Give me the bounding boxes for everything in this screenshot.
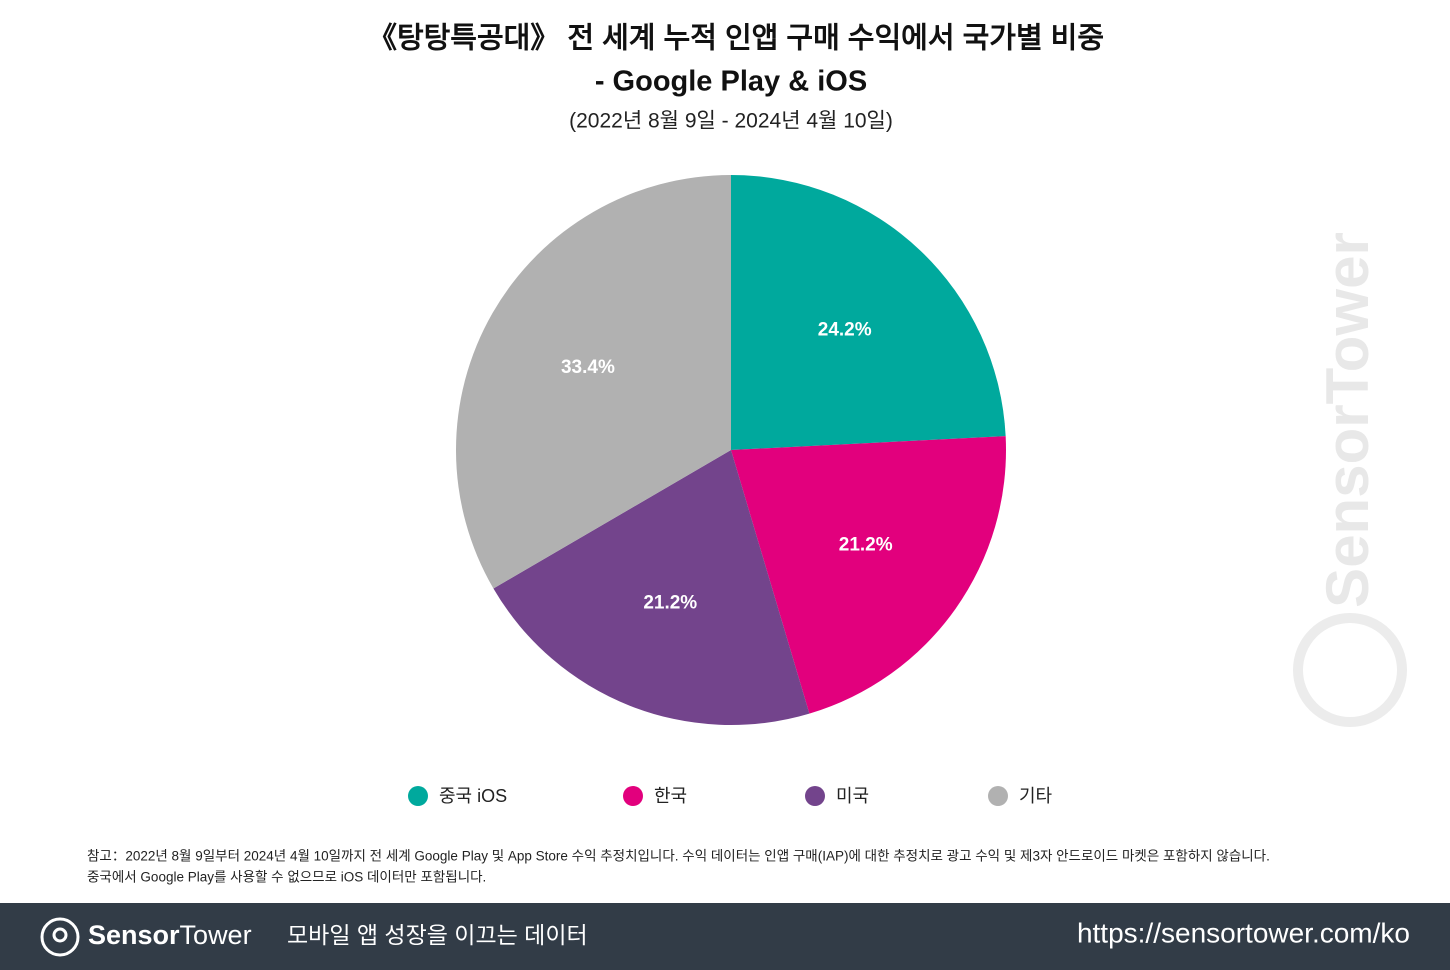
footer-brand: SensorTower: [88, 920, 252, 950]
pie-slice: [731, 175, 1006, 450]
note: 중국에서 Google Play를 사용할 수 없으므로 iOS 데이터만 포함…: [87, 870, 486, 885]
pie-slice: [455, 175, 731, 589]
pie-slice: [731, 436, 1006, 714]
chart-title: - Google Play & iOS: [595, 66, 867, 98]
legend-label: 미국: [836, 786, 869, 806]
data-label: 24.2%: [818, 319, 872, 340]
legend-marker: [805, 786, 825, 806]
watermark-logo: [1293, 613, 1407, 727]
legend-label: 한국: [654, 786, 687, 806]
chart-subtitle: (2022년 8월 9일 - 2024년 4월 10일): [569, 110, 893, 133]
legend-marker: [988, 786, 1008, 806]
legend-marker: [408, 786, 428, 806]
footer-bar: [0, 903, 1450, 970]
footer-brand-part: Tower: [180, 920, 252, 950]
watermark: SensorTower: [1314, 232, 1381, 608]
data-label: 33.4%: [561, 357, 615, 378]
legend-label: 기타: [1019, 786, 1053, 806]
data-label: 21.2%: [643, 592, 697, 613]
footer-url: https://sensortower.com/ko: [1077, 917, 1410, 948]
footer-logo: [40, 917, 80, 957]
pie-slice: [493, 450, 810, 725]
footer-logo: [52, 927, 68, 943]
note: 참고：2022년 8월 9일부터 2024년 4월 10일까지 전 세계 Goo…: [87, 849, 1270, 864]
footer-brand-part: Sensor: [88, 920, 180, 950]
legend-label: 중국 iOS: [439, 786, 507, 806]
footer-tagline: 모바일 앱 성장을 이끄는 데이터: [287, 922, 588, 948]
data-label: 21.2%: [839, 534, 893, 555]
legend-marker: [623, 786, 643, 806]
chart-title: 《탕탕특공대》 전 세계 누적 인앱 구매 수익에서 국가별 비중: [368, 22, 1104, 55]
